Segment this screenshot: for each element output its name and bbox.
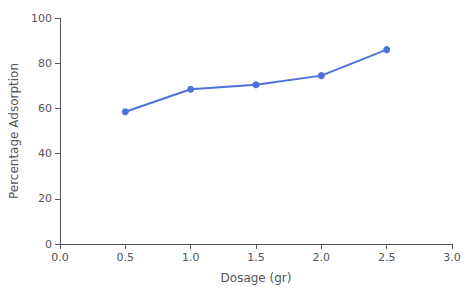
svg-text:2.5: 2.5 bbox=[378, 251, 396, 264]
svg-text:Percentage Adsorption: Percentage Adsorption bbox=[7, 63, 21, 199]
svg-text:0.0: 0.0 bbox=[51, 251, 69, 264]
svg-text:Dosage (gr): Dosage (gr) bbox=[221, 271, 292, 285]
svg-text:0: 0 bbox=[45, 238, 52, 251]
svg-text:1.5: 1.5 bbox=[247, 251, 265, 264]
svg-text:0.5: 0.5 bbox=[117, 251, 135, 264]
svg-text:2.0: 2.0 bbox=[313, 251, 331, 264]
svg-text:20: 20 bbox=[38, 192, 52, 205]
svg-text:40: 40 bbox=[38, 147, 52, 160]
svg-text:3.0: 3.0 bbox=[443, 251, 461, 264]
svg-text:100: 100 bbox=[31, 12, 52, 25]
svg-text:60: 60 bbox=[38, 102, 52, 115]
svg-text:1.0: 1.0 bbox=[182, 251, 200, 264]
svg-text:80: 80 bbox=[38, 57, 52, 70]
